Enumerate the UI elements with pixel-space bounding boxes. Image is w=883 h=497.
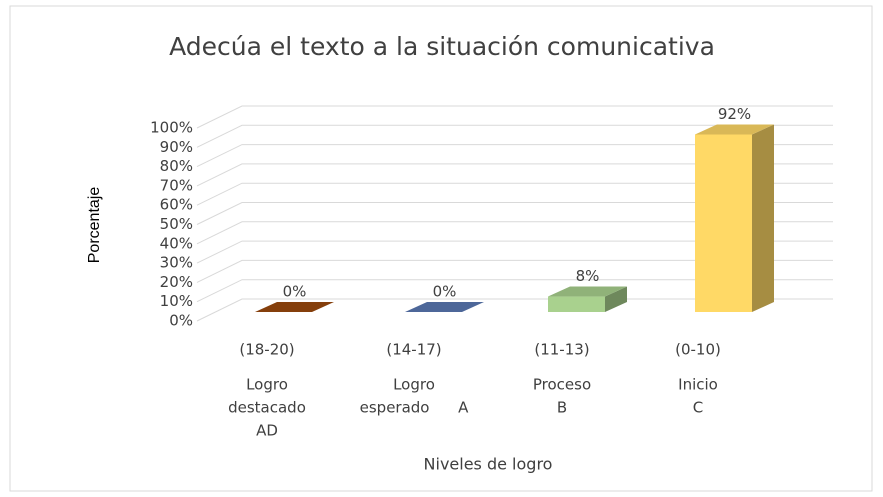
grid-line bbox=[196, 144, 833, 168]
x-axis-label: Niveles de logro bbox=[424, 455, 553, 474]
grid-line bbox=[196, 279, 833, 303]
bar-top bbox=[695, 124, 774, 135]
chart-title: Adecúa el texto a la situación comunicat… bbox=[169, 32, 715, 61]
y-tick-label: 50% bbox=[160, 215, 193, 233]
y-tick-label: 70% bbox=[160, 176, 193, 194]
bar bbox=[548, 286, 627, 312]
bar-top bbox=[548, 286, 627, 297]
x-tick-label: C bbox=[693, 399, 703, 417]
data-label: 8% bbox=[576, 267, 600, 285]
x-tick-label: (18-20) bbox=[239, 341, 294, 359]
bar bbox=[405, 302, 484, 312]
y-tick-label: 20% bbox=[160, 273, 193, 291]
data-label: 0% bbox=[433, 283, 457, 301]
grid-line bbox=[196, 259, 833, 283]
y-tick-label: 100% bbox=[150, 119, 193, 137]
x-tick-label: B bbox=[557, 399, 567, 417]
y-tick-label: 10% bbox=[160, 292, 193, 310]
x-tick-label: destacado bbox=[228, 399, 306, 417]
y-axis-label: Porcentaje bbox=[86, 187, 103, 264]
y-tick-label: 60% bbox=[160, 196, 193, 214]
bar bbox=[255, 302, 334, 312]
bar-front bbox=[695, 134, 752, 312]
data-label: 0% bbox=[283, 283, 307, 301]
x-tick-label: Inicio bbox=[678, 376, 718, 394]
x-tick-label: Proceso bbox=[533, 376, 591, 394]
bar-side bbox=[752, 124, 774, 312]
y-tick-label: 40% bbox=[160, 234, 193, 252]
grid-line bbox=[196, 240, 833, 264]
grid-line bbox=[196, 182, 833, 206]
y-tick-label: 80% bbox=[160, 157, 193, 175]
grid-line bbox=[196, 202, 833, 225]
grid-line bbox=[196, 105, 833, 129]
y-tick-label: 30% bbox=[160, 254, 193, 272]
bar-side bbox=[605, 286, 627, 312]
bar-front bbox=[548, 296, 605, 312]
x-tick-label: (14-17) bbox=[386, 341, 441, 359]
x-tick-label: Logro bbox=[246, 376, 288, 394]
x-tick-label: Logro bbox=[393, 376, 435, 394]
y-tick-label: 0% bbox=[169, 312, 193, 330]
grid-line bbox=[196, 221, 833, 245]
data-label: 92% bbox=[718, 105, 751, 123]
x-tick-label: (11-13) bbox=[534, 341, 589, 359]
grid-line bbox=[196, 298, 833, 322]
bar-top bbox=[405, 302, 484, 312]
grid-line bbox=[196, 124, 833, 148]
grid-line bbox=[196, 163, 833, 187]
bar-top bbox=[255, 302, 334, 312]
x-tick-label: AD bbox=[256, 422, 278, 440]
x-tick-label: (0-10) bbox=[675, 341, 721, 359]
bar bbox=[695, 124, 774, 312]
x-tick-label: esperado A bbox=[360, 399, 469, 417]
y-tick-label: 90% bbox=[160, 138, 193, 156]
